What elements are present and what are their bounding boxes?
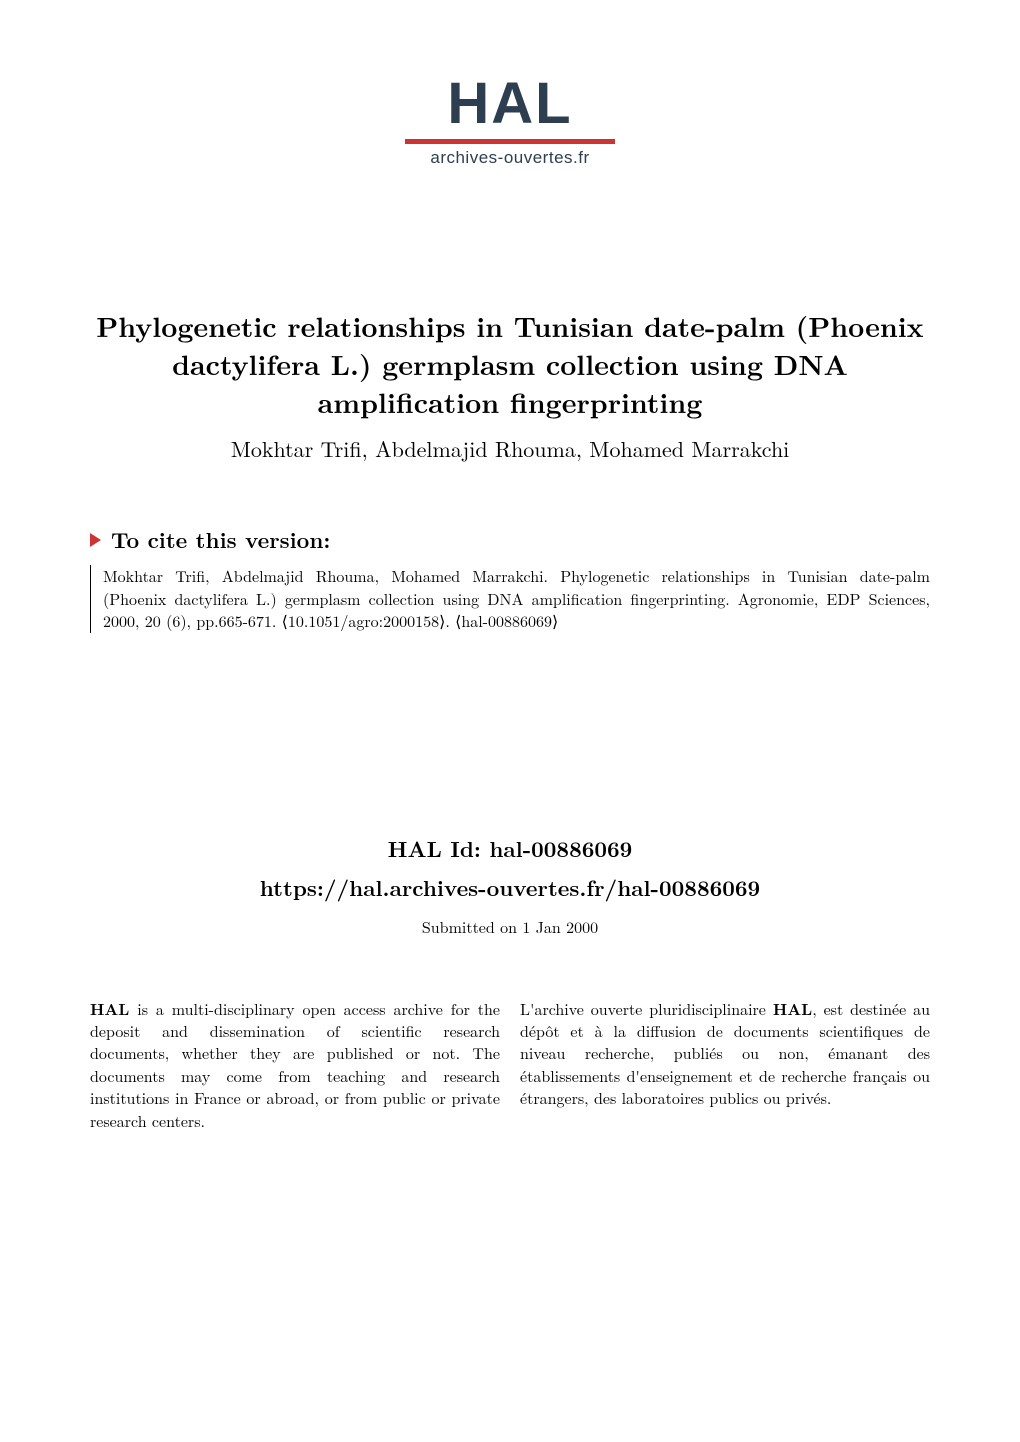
hal-id: HAL Id: hal-00886069 (0, 833, 1020, 864)
hal-id-section: HAL Id: hal-00886069 https://hal.archive… (0, 633, 1020, 938)
triangle-icon (90, 533, 101, 547)
description-columns: HAL is a multi-disciplinary open access … (0, 938, 1020, 1132)
logo-underline (405, 139, 615, 144)
right-bold: HAL (773, 997, 812, 1020)
cite-label: To cite this version: (111, 524, 330, 555)
cite-body: Mokhtar Trifi, Abdelmajid Rhouma, Mohame… (90, 565, 930, 632)
logo-subtitle: archives-ouvertes.fr (405, 148, 615, 168)
hal-logo: HAL archives-ouvertes.fr (405, 70, 615, 168)
hal-url: https://hal.archives-ouvertes.fr/hal-008… (0, 872, 1020, 903)
paper-authors: Mokhtar Trifi, Abdelmajid Rhouma, Mohame… (90, 433, 930, 464)
cite-header: To cite this version: (90, 524, 930, 555)
submitted-date: Submitted on 1 Jan 2000 (0, 915, 1020, 938)
left-prefix: HAL (90, 997, 129, 1020)
cite-section: To cite this version: Mokhtar Trifi, Abd… (0, 464, 1020, 632)
title-section: Phylogenetic relationships in Tunisian d… (0, 198, 1020, 464)
left-rest: is a multi-disciplinary open access arch… (90, 997, 500, 1132)
left-column: HAL is a multi-disciplinary open access … (90, 998, 500, 1132)
paper-title: Phylogenetic relationships in Tunisian d… (90, 308, 930, 421)
logo-section: HAL archives-ouvertes.fr (0, 0, 1020, 198)
right-pre: L'archive ouverte pluridisciplinaire (520, 997, 773, 1020)
right-column: L'archive ouverte pluridisciplinaire HAL… (520, 998, 930, 1132)
logo-text: HAL (405, 70, 615, 137)
